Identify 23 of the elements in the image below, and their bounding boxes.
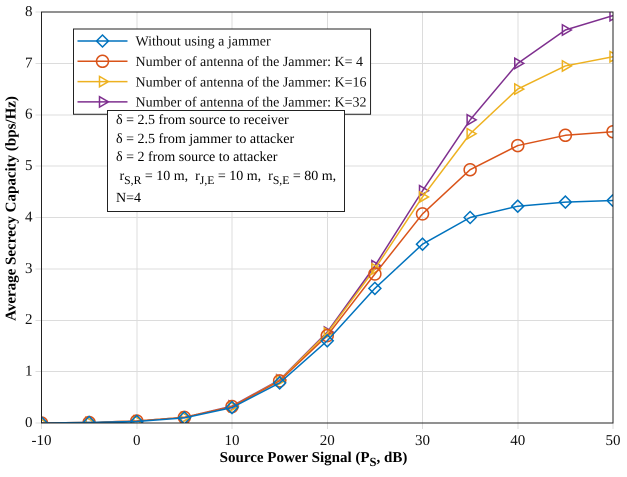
x-axis-title: Source Power Signal (P$_{S}$, dB): [218, 450, 408, 470]
legend-label: Number of antenna of the Jammer: K=32: [136, 96, 367, 111]
x-tick-label: 0: [133, 432, 140, 449]
legend-label: Without using a jammer: [136, 34, 271, 50]
x-tick-label: 50: [606, 432, 620, 449]
x-tick-label: 40: [510, 432, 526, 449]
y-tick-label: 6: [25, 106, 33, 123]
y-tick-label: 7: [25, 55, 33, 72]
y-tick-label: 2: [25, 312, 32, 328]
y-tick-label: 5: [25, 158, 32, 174]
legend-label: Number of antenna of the Jammer: K= 4: [136, 54, 364, 70]
y-tick-label: 1: [25, 364, 32, 380]
y-tick-label: 0: [25, 414, 32, 431]
y-tick-label: 8: [25, 4, 32, 20]
text: δ = 2.5 from source to receiver δ = 2.5 from jammer to attacker δ = 2 from source to attacker r$_{S,R}$ = 10 m, r$_{J,E}$ = 10 m, r$_{S,E}$ = 80 m, N=4: [116, 113, 336, 206]
legend-label: Number of antenna of the Jammer: K=16: [136, 75, 367, 90]
x-tick-label: 30: [415, 432, 430, 449]
x-tick-label: 10: [224, 432, 240, 449]
y-tick-label: 4: [25, 209, 33, 226]
x-tick-label: 20: [320, 432, 335, 449]
y-axis-title: Average Secrecy Capacity (bps/Hz): [4, 95, 20, 323]
y-tick-label: 3: [25, 260, 32, 277]
x-tick-label: -10: [32, 432, 52, 449]
